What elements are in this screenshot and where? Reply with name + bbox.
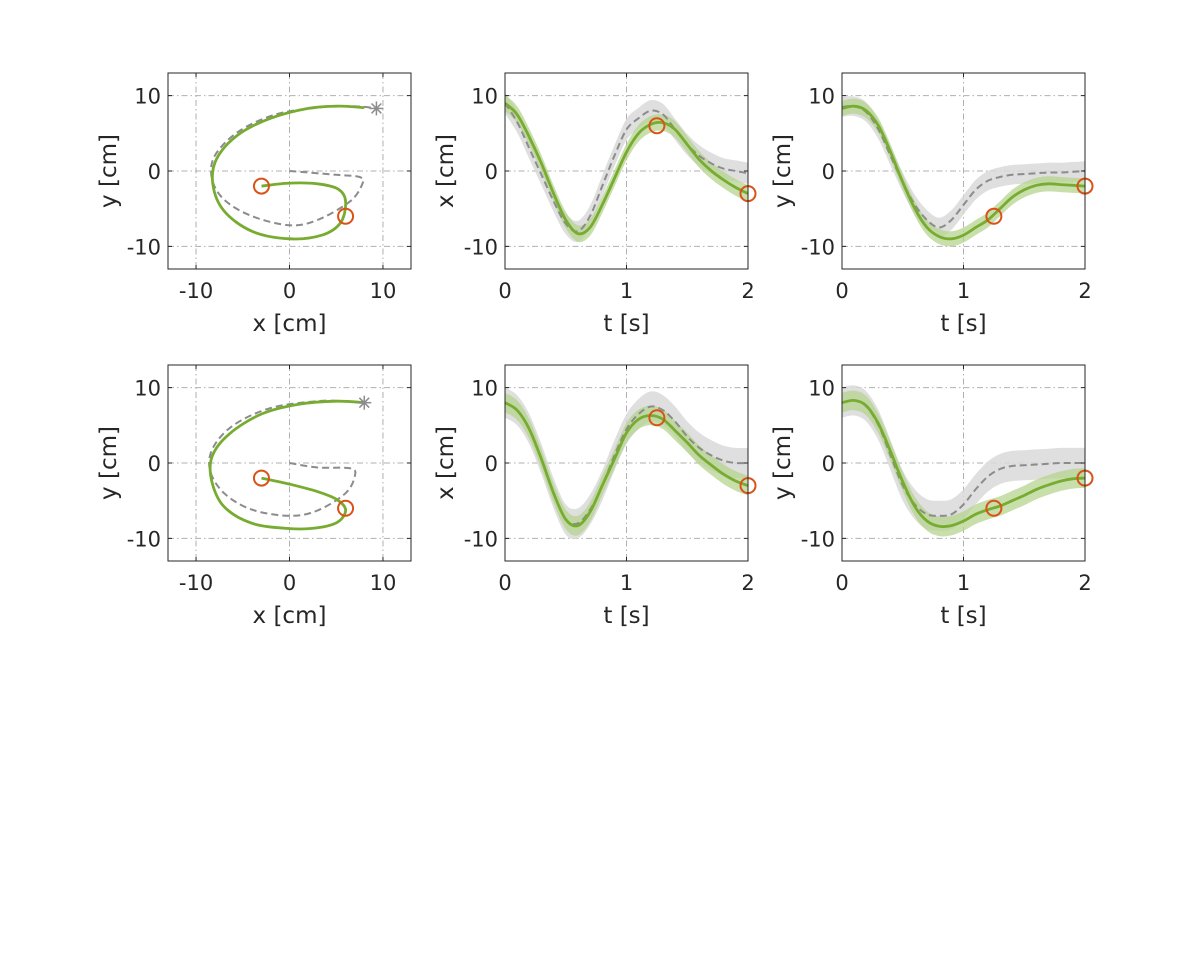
y-tick-label: -10	[801, 527, 835, 551]
via-point-marker-0	[648, 117, 666, 135]
x-tick-label: 2	[741, 571, 754, 595]
plot-area	[208, 395, 372, 531]
x-tick-label: -10	[179, 571, 213, 595]
model-trajectory-line	[842, 104, 1085, 241]
x-axis-label: t [s]	[940, 311, 986, 337]
y-tick-label: 10	[808, 85, 835, 109]
via-point-marker-0	[648, 409, 666, 427]
y-axis-label: y [cm]	[96, 426, 122, 500]
x-tick-label: 2	[1078, 571, 1091, 595]
x-tick-label: 1	[957, 279, 970, 303]
x-tick-label: 2	[741, 279, 754, 303]
x-axis-label: x [cm]	[253, 603, 327, 629]
x-tick-label: 2	[1078, 279, 1091, 303]
demo-mean-line	[842, 104, 1085, 229]
x-tick-label: 10	[370, 571, 397, 595]
y-axis-label: y [cm]	[770, 134, 796, 208]
demo-variance-band	[505, 92, 748, 243]
y-tick-label: 0	[148, 160, 161, 184]
plot-area	[842, 385, 1085, 537]
x-axis-label: x [cm]	[253, 311, 327, 337]
x-tick-label: 0	[283, 279, 296, 303]
demo-variance-band	[842, 385, 1085, 531]
y-tick-label: 0	[485, 452, 498, 476]
demo-mean-line	[208, 399, 365, 517]
y-axis-label: x [cm]	[433, 426, 459, 500]
asterisk-stroke	[358, 397, 370, 409]
via-point-marker-1	[337, 499, 355, 517]
via-point-marker-0	[252, 177, 270, 195]
x-axis-label: t [s]	[603, 311, 649, 337]
y-axis-label: y [cm]	[770, 426, 796, 500]
model-variance-band	[842, 390, 1085, 537]
y-tick-label: 10	[134, 377, 161, 401]
model-trajectory-line	[208, 399, 365, 531]
x-tick-label: 0	[283, 571, 296, 595]
start-asterisk-marker	[357, 395, 372, 410]
y-tick-label: 0	[822, 160, 835, 184]
x-tick-label: -10	[179, 279, 213, 303]
x-tick-label: 0	[498, 279, 511, 303]
x-tick-label: 0	[498, 571, 511, 595]
x-tick-label: 1	[620, 571, 633, 595]
subplot-r1-xy: -10 0 10 -10 0 10 x [cm] y [cm]	[96, 72, 412, 337]
y-tick-label: 10	[808, 377, 835, 401]
y-tick-label: -10	[464, 527, 498, 551]
y-tick-label: -10	[127, 527, 161, 551]
y-tick-label: 0	[485, 160, 498, 184]
y-axis-label: y [cm]	[96, 134, 122, 208]
y-tick-label: 10	[471, 377, 498, 401]
via-point-marker-0	[252, 469, 270, 487]
y-tick-label: -10	[464, 235, 498, 259]
model-trajectory-line	[210, 104, 365, 241]
x-axis-label: t [s]	[603, 603, 649, 629]
subplot-r2-xy: -10 0 10 -10 0 10 x [cm] y [cm]	[96, 364, 412, 629]
model-trajectory-line	[505, 102, 748, 236]
y-tick-label: 0	[148, 452, 161, 476]
demo-mean-line	[505, 102, 748, 233]
asterisk-stroke	[370, 103, 382, 114]
y-tick-label: -10	[127, 235, 161, 259]
y-tick-label: 0	[822, 452, 835, 476]
x-tick-label: 0	[835, 571, 848, 595]
via-point-marker-0	[985, 207, 1003, 225]
plot-area	[842, 96, 1085, 247]
plot-area	[505, 387, 748, 540]
y-axis-label: x [cm]	[433, 134, 459, 208]
y-tick-label: 10	[134, 85, 161, 109]
start-asterisk-marker	[369, 101, 384, 116]
plot-area	[505, 92, 748, 243]
model-trajectory-line	[505, 401, 748, 528]
via-point-marker-0	[985, 499, 1003, 517]
demo-variance-band	[505, 387, 748, 540]
x-tick-label: 10	[370, 279, 397, 303]
x-axis-label: t [s]	[940, 603, 986, 629]
x-tick-label: 1	[957, 571, 970, 595]
y-tick-label: -10	[801, 235, 835, 259]
model-trajectory-line	[842, 398, 1085, 529]
y-tick-label: 10	[471, 85, 498, 109]
x-tick-label: 0	[835, 279, 848, 303]
x-tick-label: 1	[620, 279, 633, 303]
via-point-marker-1	[337, 207, 355, 225]
plot-area	[209, 101, 384, 241]
model-variance-band	[505, 392, 748, 536]
